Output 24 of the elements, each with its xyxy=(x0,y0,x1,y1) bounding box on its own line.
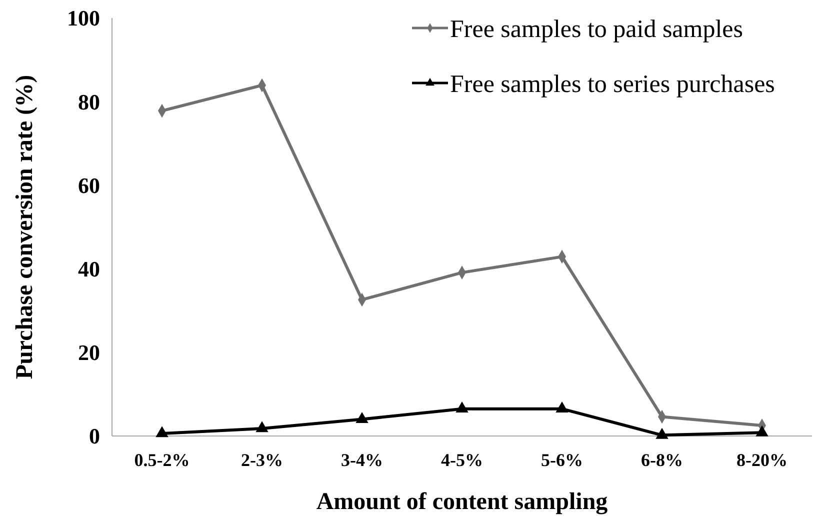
y-tick-label: 20 xyxy=(78,340,100,366)
point xyxy=(156,426,168,438)
point xyxy=(456,401,468,412)
point xyxy=(756,425,768,436)
x-tick-label: 5-6% xyxy=(541,450,583,470)
point xyxy=(556,401,568,412)
x-tick-label: 4-5% xyxy=(441,450,483,470)
x-tick-label: 2-3% xyxy=(241,450,283,470)
y-tick-label: 60 xyxy=(78,172,100,198)
x-axis-title: Amount of content sampling xyxy=(316,489,608,515)
y-tick-label: 80 xyxy=(78,89,100,114)
point xyxy=(656,428,668,439)
x-tick-label: 3-4% xyxy=(341,450,383,470)
y-tick-label: 100 xyxy=(67,6,100,31)
point xyxy=(256,421,268,432)
y-tick-label: 40 xyxy=(78,256,100,282)
legend-label: Free samples to series purchases xyxy=(450,70,775,98)
x-tick-label: 8-20% xyxy=(736,450,788,470)
x-tick-label: 6-8% xyxy=(641,450,683,470)
y-tick-label: 0 xyxy=(89,424,100,449)
point xyxy=(356,412,368,423)
legend-label: Free samples to paid samples xyxy=(450,16,743,43)
x-tick-label: 0.5-2% xyxy=(134,450,190,470)
y-axis-title: Purchase conversion rate (%) xyxy=(12,74,38,380)
